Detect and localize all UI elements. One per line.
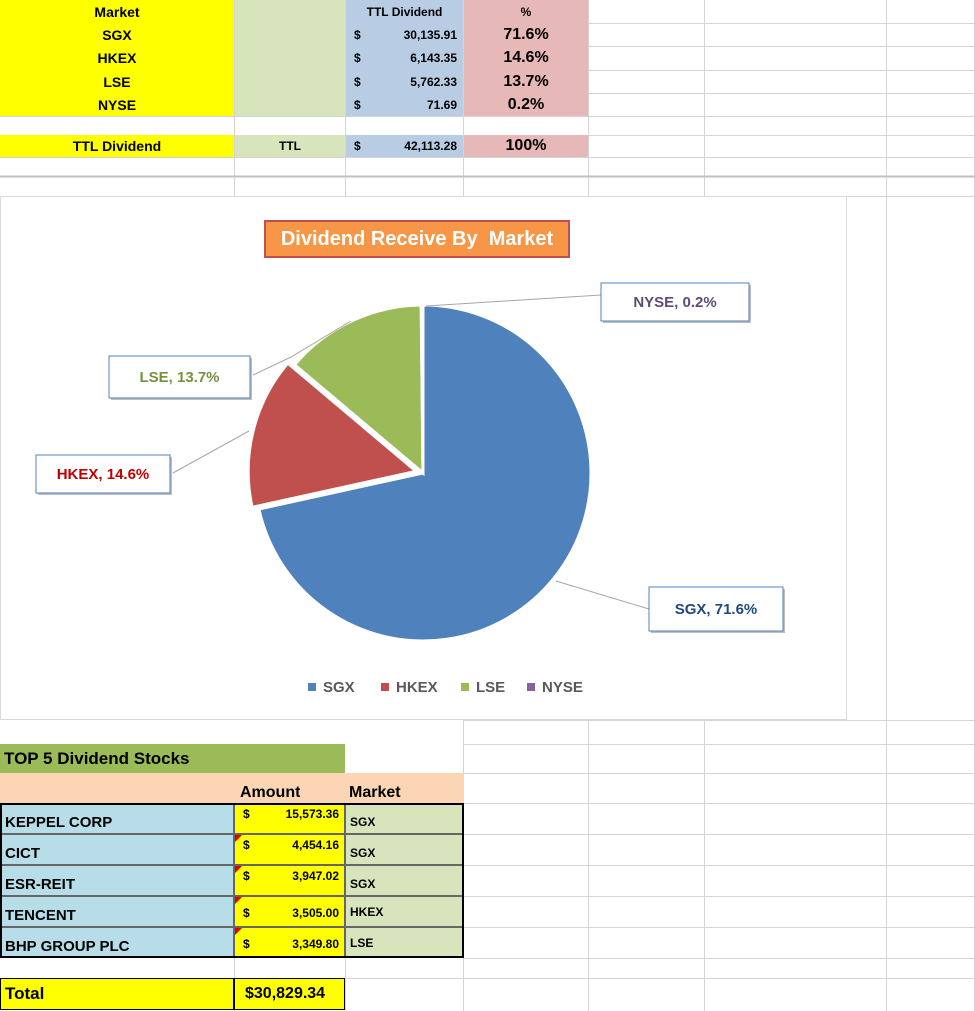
leader-line-hkex (172, 430, 250, 474)
total-ttl[interactable]: TTL (235, 135, 345, 157)
stock-market[interactable]: SGX (345, 834, 464, 865)
currency-symbol: $ (354, 27, 361, 42)
legend-label: HKEX (396, 679, 438, 696)
market-cell[interactable]: HKEX (0, 46, 234, 70)
data-label-lse[interactable]: LSE, 13.7% (108, 355, 252, 400)
currency-symbol: $ (354, 139, 361, 153)
leader-line-sgx (555, 580, 650, 610)
legend-label: LSE (476, 679, 505, 696)
legend-swatch (527, 683, 535, 691)
amount-value: 71.69 (426, 97, 457, 112)
stock-amount: 3,947.02 (292, 869, 339, 883)
stock-amount-cell[interactable]: $ 3,505.00 (234, 896, 345, 927)
currency-symbol: $ (243, 838, 250, 852)
legend-swatch (461, 683, 469, 691)
stock-amount-cell[interactable]: $ 4,454.16 (234, 834, 345, 865)
currency-symbol: $ (243, 869, 250, 883)
header-ttl-dividend[interactable]: TTL Dividend (346, 0, 463, 23)
summary-blank-column[interactable] (235, 0, 345, 116)
amount-value: 6,143.35 (410, 51, 457, 65)
currency-symbol: $ (354, 97, 361, 112)
comment-indicator-icon (235, 866, 242, 873)
stock-market[interactable]: SGX (345, 803, 464, 834)
data-label-text: NYSE, 0.2% (633, 294, 716, 311)
stock-amount: 4,454.16 (292, 838, 339, 852)
amount-value: 30,135.91 (403, 27, 457, 42)
market-cell[interactable]: LSE (0, 70, 234, 93)
data-label-hkex[interactable]: HKEX, 14.6% (35, 454, 172, 495)
total-amount: 42,113.28 (404, 139, 457, 153)
stock-name[interactable]: TENCENT (0, 896, 234, 927)
top5-header-row[interactable] (0, 773, 464, 803)
stock-name[interactable]: KEPPEL CORP (0, 803, 234, 834)
comment-indicator-icon (235, 928, 242, 935)
legend-label: NYSE (542, 679, 583, 696)
amount-cell[interactable]: $ 6,143.35 (346, 46, 463, 70)
chart-title[interactable]: Dividend Receive By Market (264, 220, 570, 258)
percent-cell[interactable]: 14.6% (464, 46, 588, 70)
currency-symbol: $ (243, 906, 250, 920)
legend-swatch (308, 683, 316, 691)
market-cell[interactable]: SGX (0, 23, 234, 46)
currency-symbol: $ (354, 51, 361, 65)
legend-label: SGX (323, 679, 355, 696)
chart-title-text: Dividend Receive By Market (280, 227, 554, 250)
legend-item-sgx[interactable]: SGX (308, 679, 355, 696)
stock-market[interactable]: SGX (345, 865, 464, 896)
amount-cell[interactable]: $ 5,762.33 (346, 70, 463, 93)
currency-symbol: $ (354, 74, 361, 89)
legend-item-nyse[interactable]: NYSE (527, 679, 583, 696)
top5-header-amount: Amount (240, 784, 301, 801)
top5-title[interactable]: TOP 5 Dividend Stocks (0, 744, 345, 773)
stock-name[interactable]: BHP GROUP PLC (0, 927, 234, 958)
stock-amount-cell[interactable]: $ 15,573.36 (234, 803, 345, 834)
percent-cell[interactable]: 71.6% (464, 23, 588, 46)
data-label-sgx[interactable]: SGX, 71.6% (648, 586, 785, 633)
stock-amount: 3,505.00 (292, 906, 339, 920)
percent-cell[interactable]: 13.7% (464, 70, 588, 93)
amount-cell[interactable]: $ 71.69 (346, 93, 463, 116)
data-label-text: HKEX, 14.6% (57, 466, 150, 483)
legend-item-hkex[interactable]: HKEX (381, 679, 438, 696)
market-cell[interactable]: NYSE (0, 93, 234, 116)
total-percent[interactable]: 100% (464, 135, 588, 157)
pie-chart[interactable]: SGX, 71.6% HKEX, 14.6% LSE, 13.7% NYSE, 0.2… (0, 196, 847, 720)
data-label-text: LSE, 13.7% (139, 369, 219, 386)
currency-symbol: $ (243, 807, 250, 821)
pie-slice-sgx[interactable] (257, 303, 593, 643)
header-market[interactable]: Market (0, 0, 234, 23)
legend-item-lse[interactable]: LSE (461, 679, 505, 696)
stock-amount: 15,573.36 (285, 807, 339, 821)
amount-cell[interactable]: $ 30,135.91 (346, 23, 463, 46)
leader-line-nyse (425, 294, 602, 307)
header-percent[interactable]: % (464, 0, 588, 23)
data-label-text: SGX, 71.6% (675, 601, 758, 618)
amount-value: 5,762.33 (410, 74, 457, 89)
data-label-nyse[interactable]: NYSE, 0.2% (600, 282, 751, 323)
pie-chart-svg: SGX, 71.6% HKEX, 14.6% LSE, 13.7% NYSE, 0.2… (35, 282, 785, 696)
top5-header-market: Market (349, 784, 401, 801)
total-label[interactable]: TTL Dividend (0, 135, 234, 157)
comment-indicator-icon (235, 897, 242, 904)
stock-market[interactable]: LSE (345, 927, 464, 958)
top5-total-amount[interactable]: $30,829.34 (234, 978, 345, 1010)
pie-slice-lse[interactable] (292, 303, 425, 477)
pie-slice-nyse[interactable] (419, 303, 425, 474)
stock-name[interactable]: CICT (0, 834, 234, 865)
top5-total-label[interactable]: Total (0, 978, 234, 1010)
percent-cell[interactable]: 0.2% (464, 93, 588, 116)
comment-indicator-icon (235, 835, 242, 842)
currency-symbol: $ (243, 937, 250, 951)
legend-swatch (381, 683, 389, 691)
leader-line-lse (252, 320, 352, 376)
stock-amount-cell[interactable]: $ 3,349.80 (234, 927, 345, 958)
stock-amount: 3,349.80 (292, 937, 339, 951)
stock-market[interactable]: HKEX (345, 896, 464, 927)
stock-name[interactable]: ESR-REIT (0, 865, 234, 896)
pie-slice-hkex[interactable] (246, 360, 420, 510)
total-amount-cell[interactable]: $ 42,113.28 (346, 135, 463, 157)
stock-amount-cell[interactable]: $ 3,947.02 (234, 865, 345, 896)
